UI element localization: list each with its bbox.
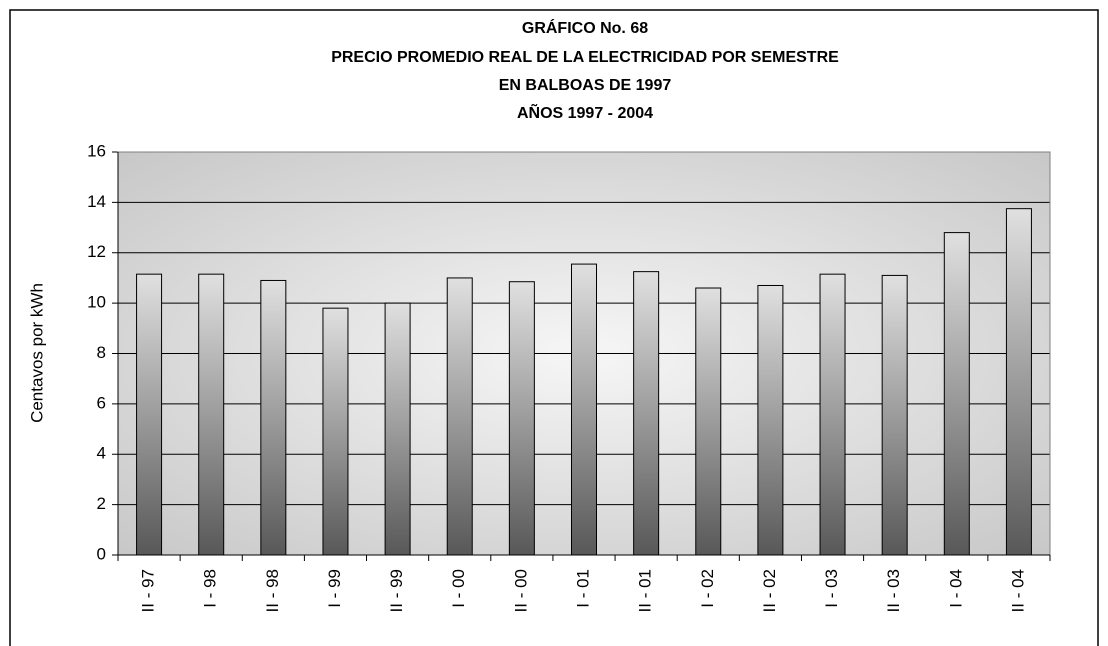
x-tick-label: II - 02: [760, 569, 779, 612]
x-tick-label: II - 97: [139, 569, 158, 612]
x-tick-label: I - 03: [822, 569, 841, 608]
x-tick-label: I - 01: [573, 569, 592, 608]
bar: [260, 279, 287, 556]
frame: [9, 9, 1099, 646]
bar: [819, 273, 846, 556]
y-tick-label: 12: [87, 242, 106, 261]
y-axis-label: Centavos por kWh: [27, 283, 46, 423]
bar: [757, 284, 784, 556]
x-tick-label: II - 98: [263, 569, 282, 612]
x-tick-label: I - 99: [325, 569, 344, 608]
bar: [508, 281, 535, 556]
bar: [571, 263, 597, 556]
bar: [881, 274, 908, 556]
chart-title: GRÁFICO No. 68: [522, 18, 648, 37]
y-tick-label: 14: [87, 192, 106, 211]
y-tick-label: 0: [97, 544, 106, 563]
bar: [446, 277, 473, 556]
x-tick-label: I - 04: [946, 569, 965, 608]
y-tick-label: 6: [97, 393, 106, 412]
x-tick-label: I - 00: [449, 569, 468, 608]
bar: [384, 302, 411, 556]
x-tick-label: II - 03: [884, 569, 903, 612]
y-tick-label: 2: [97, 494, 106, 513]
chart-title: EN BALBOAS DE 1997: [499, 77, 672, 94]
bar: [322, 307, 349, 556]
bar: [136, 273, 163, 556]
bar: [1005, 208, 1032, 556]
bar: [695, 287, 722, 556]
x-tick-label: II - 04: [1008, 569, 1027, 612]
y-tick-label: 10: [87, 293, 106, 312]
x-tick-label: I - 02: [698, 569, 717, 608]
x-tick-label: II - 99: [387, 569, 406, 612]
bar: [198, 273, 225, 556]
x-tick-label: II - 00: [511, 569, 530, 612]
x-tick-label: I - 98: [201, 569, 220, 608]
bar: [633, 271, 660, 556]
chart-title: AÑOS 1997 - 2004: [517, 102, 653, 122]
y-tick-label: 8: [97, 343, 106, 362]
y-tick-label: 4: [97, 444, 106, 463]
y-tick-label: 16: [87, 141, 106, 160]
bar: [943, 232, 970, 556]
x-tick-label: II - 01: [636, 569, 655, 612]
chart-title: PRECIO PROMEDIO REAL DE LA ELECTRICIDAD …: [331, 49, 839, 66]
